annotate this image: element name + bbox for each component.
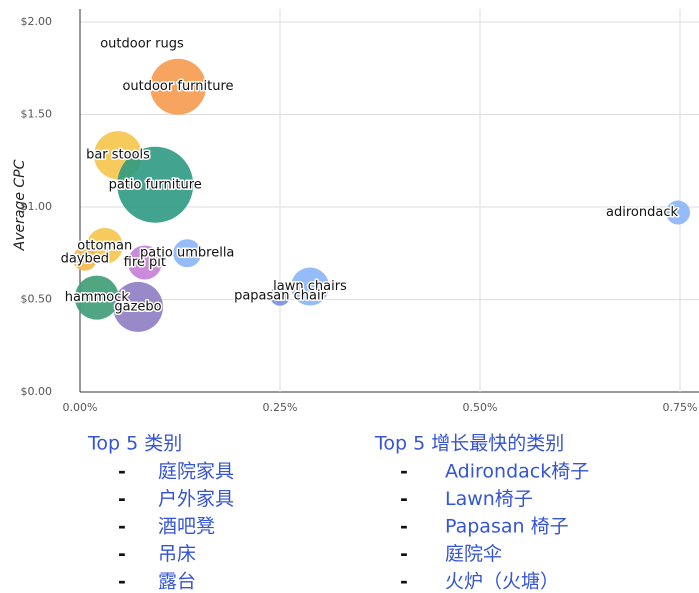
bubble bbox=[74, 275, 119, 320]
list-title: Top 5 类别 bbox=[87, 433, 182, 455]
list-title: Top 5 增长最快的类别 bbox=[374, 433, 564, 455]
y-tick-label: $1.00 bbox=[21, 200, 53, 213]
bubble-label: bar stools bbox=[86, 148, 150, 163]
x-tick-label: 0.50% bbox=[463, 401, 498, 414]
bubble bbox=[113, 281, 163, 332]
bullet-dash: - bbox=[400, 461, 408, 483]
list-item: Adirondack椅子 bbox=[445, 461, 589, 483]
bubble bbox=[150, 58, 206, 115]
list-item: 露台 bbox=[158, 571, 196, 593]
bubble bbox=[139, 41, 145, 48]
bubble-label: lawn chairs bbox=[273, 279, 347, 294]
bubble-label: outdoor furniture bbox=[122, 79, 233, 94]
list-item: 酒吧凳 bbox=[158, 516, 215, 538]
list-item: 庭院伞 bbox=[445, 543, 502, 565]
bubble bbox=[291, 267, 329, 306]
bubble-label: fire pit bbox=[124, 255, 166, 270]
bullet-dash: - bbox=[118, 571, 126, 593]
list-item: 吊床 bbox=[158, 543, 196, 565]
x-tick-label: 0.00% bbox=[63, 401, 98, 414]
bubble bbox=[173, 239, 202, 268]
bullet-dash: - bbox=[400, 571, 408, 593]
bubble-label: outdoor rugs bbox=[100, 37, 184, 52]
bubble bbox=[127, 245, 162, 280]
y-tick-label: $0.00 bbox=[21, 385, 53, 398]
bubble bbox=[117, 146, 194, 223]
y-tick-label: $1.50 bbox=[21, 107, 53, 120]
bubble bbox=[666, 200, 690, 225]
bullet-dash: - bbox=[118, 543, 126, 565]
y-tick-label: $0.50 bbox=[21, 292, 53, 305]
bullet-dash: - bbox=[400, 488, 408, 510]
bullet-dash: - bbox=[118, 461, 126, 483]
y-tick-label: $2.00 bbox=[21, 15, 53, 28]
bullet-dash: - bbox=[118, 488, 126, 510]
bubble-label: patio umbrella bbox=[140, 246, 234, 261]
bullet-dash: - bbox=[400, 543, 408, 565]
list-item: 火炉（火塘） bbox=[445, 571, 559, 593]
bubble-label: patio furniture bbox=[109, 177, 202, 192]
bullet-dash: - bbox=[118, 516, 126, 538]
bubble bbox=[270, 285, 290, 306]
list-item: Papasan 椅子 bbox=[445, 516, 569, 538]
bubble-label: papasan chair bbox=[234, 288, 327, 303]
bubble-label: gazebo bbox=[114, 299, 161, 314]
bubble bbox=[72, 246, 97, 271]
list-item: Lawn椅子 bbox=[445, 488, 533, 510]
bubble-label: adirondack bbox=[606, 205, 678, 220]
y-axis-label: Average CPC bbox=[12, 159, 28, 251]
list-item: 庭院家具 bbox=[158, 461, 234, 483]
bubble-label: ottoman bbox=[77, 238, 132, 253]
bubble-label: hammock bbox=[65, 290, 130, 305]
x-tick-label: 0.75% bbox=[663, 401, 698, 414]
x-tick-label: 0.25% bbox=[263, 401, 298, 414]
bubble-label: daybed bbox=[61, 251, 109, 266]
list-item: 户外家具 bbox=[158, 488, 234, 510]
bullet-dash: - bbox=[400, 516, 408, 538]
